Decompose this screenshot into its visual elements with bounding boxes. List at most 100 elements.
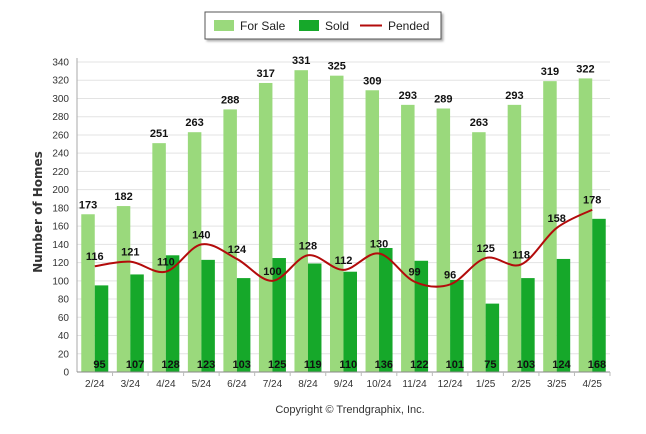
legend-label-sold: Sold: [325, 19, 349, 33]
x-tick-label: 5/24: [192, 379, 212, 390]
sold-value-label: 110: [339, 359, 357, 371]
pended-value-label: 96: [444, 269, 456, 281]
bar-sold: [130, 274, 144, 372]
bar-sold: [307, 263, 322, 372]
x-tick-label: 4/25: [582, 379, 602, 390]
bar-for-sale: [543, 81, 557, 372]
y-tick-label: 220: [52, 167, 69, 178]
sold-value-label: 128: [161, 359, 179, 371]
bar-sold: [450, 279, 464, 372]
y-tick-label: 300: [52, 94, 69, 105]
x-tick-label: 12/24: [438, 379, 463, 390]
for-sale-value-label: 325: [328, 61, 346, 73]
for-sale-value-label: 322: [576, 63, 594, 75]
x-tick-label: 8/24: [298, 379, 318, 390]
pended-value-label: 121: [121, 247, 139, 259]
legend-swatch-for-sale: [214, 20, 234, 31]
copyright-credit: Copyright © Trendgraphix, Inc.: [275, 404, 424, 416]
bar-sold: [343, 271, 357, 372]
sold-value-label: 103: [232, 359, 250, 371]
for-sale-value-label: 263: [470, 117, 488, 129]
pended-value-label: 178: [583, 195, 601, 207]
bar-sold: [201, 259, 215, 372]
bar-for-sale: [436, 108, 451, 372]
pended-value-label: 124: [228, 244, 247, 256]
for-sale-value-label: 293: [505, 90, 523, 102]
sold-value-label: 95: [93, 359, 105, 371]
pended-value-label: 110: [157, 257, 175, 269]
sold-value-label: 123: [197, 359, 215, 371]
bar-for-sale: [578, 78, 593, 372]
pended-value-label: 112: [335, 255, 353, 267]
bar-sold: [556, 258, 571, 372]
pended-value-label: 128: [299, 240, 317, 252]
for-sale-value-label: 173: [79, 199, 97, 211]
x-tick-label: 9/24: [334, 379, 354, 390]
bar-for-sale: [152, 143, 166, 372]
for-sale-value-label: 319: [541, 66, 559, 78]
x-tick-label: 3/25: [547, 379, 567, 390]
sold-value-label: 122: [410, 359, 428, 371]
x-tick-label: 3/24: [121, 379, 141, 390]
pended-line: [94, 208, 593, 288]
sold-value-label: 119: [304, 359, 322, 371]
bar-sold: [272, 258, 286, 372]
pended-value-label: 130: [370, 238, 388, 250]
bar-for-sale: [330, 75, 344, 373]
bar-for-sale: [294, 70, 308, 373]
for-sale-value-label: 331: [292, 55, 310, 67]
x-tick-label: 2/24: [85, 379, 105, 390]
y-tick-label: 100: [52, 276, 69, 287]
sold-value-label: 75: [484, 359, 496, 371]
sold-value-label: 168: [588, 359, 606, 371]
for-sale-value-label: 251: [150, 128, 168, 140]
for-sale-value-label: 182: [114, 191, 132, 203]
y-tick-label: 320: [52, 76, 69, 87]
bar-sold: [592, 218, 606, 372]
y-tick-label: 160: [52, 222, 69, 233]
bar-for-sale: [258, 82, 273, 373]
bar-sold: [379, 248, 393, 372]
sold-value-label: 107: [126, 359, 144, 371]
bar-for-sale: [187, 132, 202, 372]
pended-value-label: 100: [263, 266, 281, 278]
x-tick-label: 1/25: [476, 379, 496, 390]
bar-for-sale: [401, 104, 415, 373]
y-tick-label: 20: [58, 349, 70, 360]
bar-sold: [165, 255, 180, 372]
pended-value-label: 140: [192, 229, 210, 241]
x-tick-label: 10/24: [367, 379, 392, 390]
bar-for-sale: [223, 109, 237, 372]
y-tick-label: 120: [52, 258, 69, 269]
legend-label-for-sale: For Sale: [240, 19, 286, 33]
for-sale-value-label: 288: [221, 94, 239, 106]
bar-for-sale: [365, 90, 380, 372]
bar-layer: [81, 70, 606, 373]
y-tick-label: 340: [52, 58, 69, 69]
for-sale-value-label: 309: [363, 75, 381, 87]
y-tick-label: 260: [52, 130, 69, 141]
bar-for-sale: [472, 132, 486, 372]
bar-for-sale: [116, 206, 131, 372]
line-layer: [94, 208, 593, 288]
y-tick-label: 140: [52, 240, 69, 251]
pended-value-label: 158: [548, 213, 566, 225]
axis-layer: 0 20 40 60 80 100 120 140 160 180 200 220 240 260 280 3…: [52, 58, 611, 390]
for-sale-value-label: 289: [434, 94, 452, 106]
y-axis-title: Number of Homes: [31, 151, 45, 273]
label-layer: 173 95 182 107 251 128 263 123 288 103 317 125 331 11…: [79, 55, 606, 371]
x-tick-label: 4/24: [156, 379, 176, 390]
pended-value-label: 116: [86, 251, 104, 263]
for-sale-value-label: 293: [399, 90, 417, 102]
y-tick-label: 60: [58, 313, 70, 324]
sold-value-label: 124: [552, 359, 571, 371]
x-tick-label: 7/24: [263, 379, 283, 390]
legend[interactable]: For Sale Sold Pended: [204, 11, 442, 40]
bar-sold: [94, 285, 109, 372]
legend-box: [204, 11, 442, 40]
pended-value-label: 99: [408, 267, 420, 279]
x-tick-label: 11/24: [402, 379, 427, 390]
for-sale-value-label: 263: [185, 117, 203, 129]
